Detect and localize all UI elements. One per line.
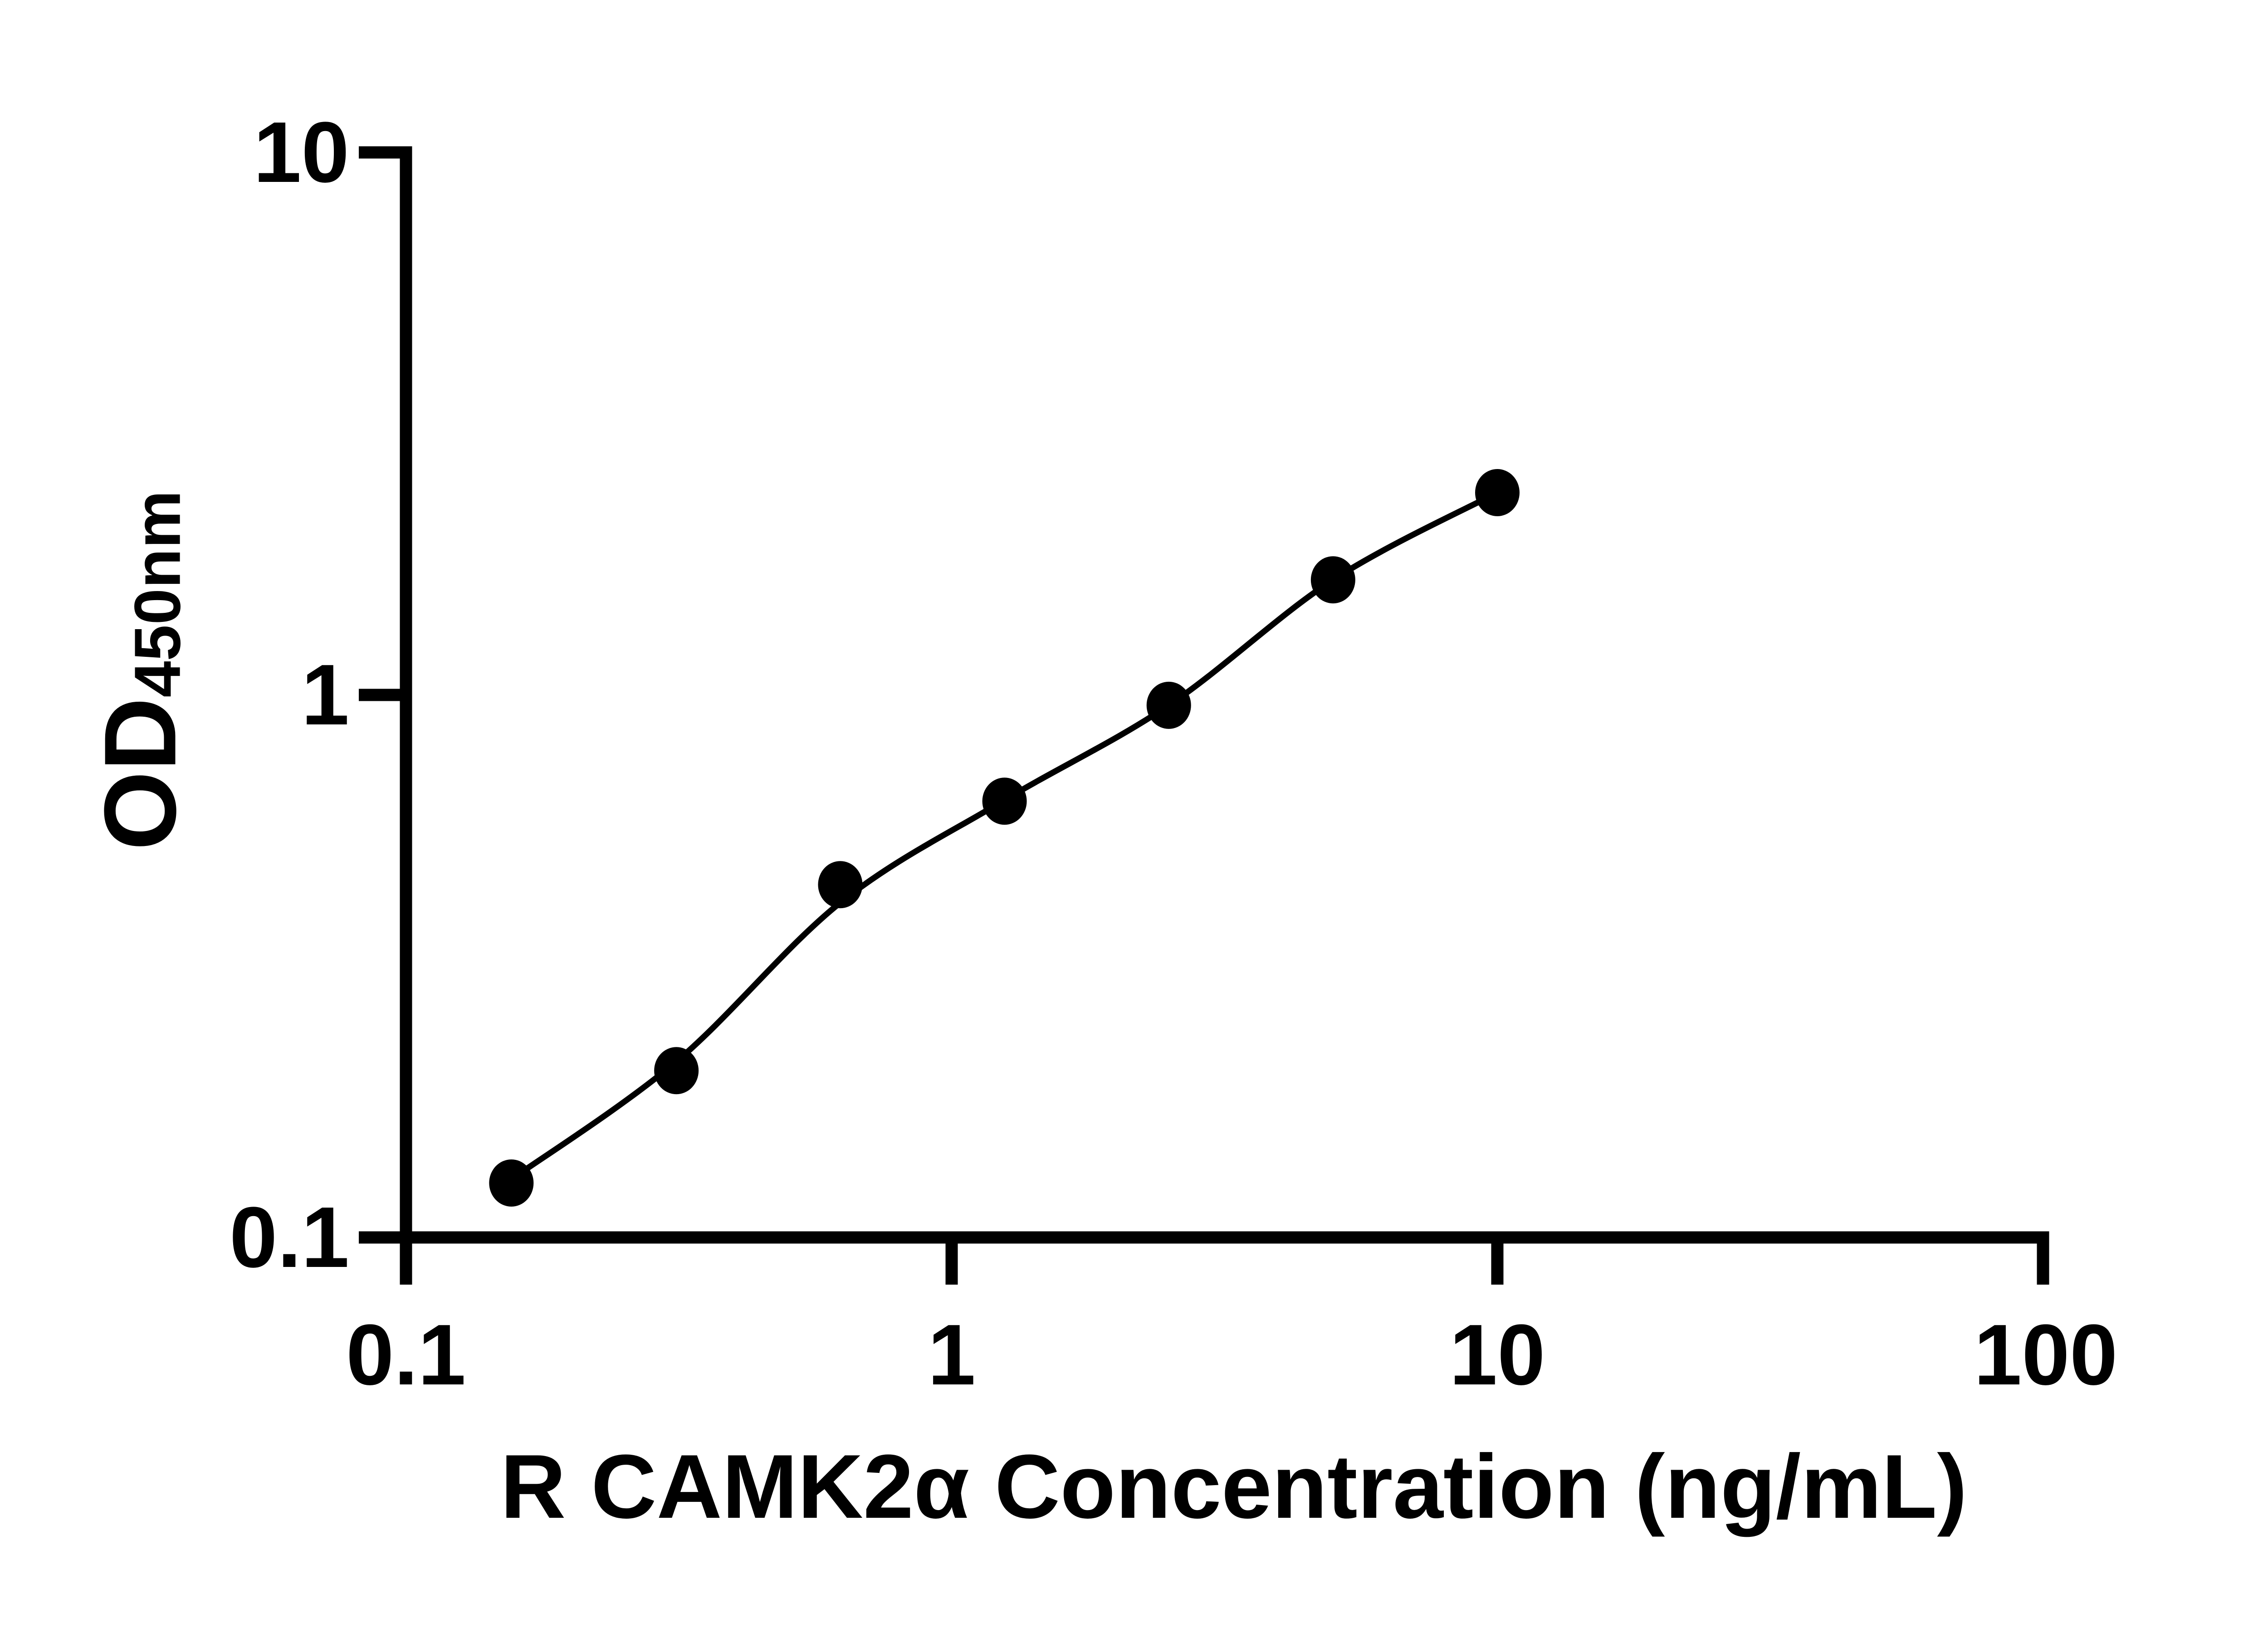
y-tick-label-1: 1: [301, 647, 349, 743]
y-tick-label-10: 10: [253, 104, 349, 200]
data-point-3: [982, 777, 1027, 825]
x-tick-label-10: 10: [1449, 1307, 1545, 1403]
data-point-5: [1310, 556, 1355, 604]
axes: [359, 146, 2049, 1285]
data-point-2: [818, 861, 863, 909]
data-point-1: [654, 1047, 699, 1095]
x-tick-label-100: 100: [1974, 1307, 2118, 1403]
data-point-6: [1475, 469, 1520, 516]
data-point-0: [489, 1159, 534, 1207]
x-axis-title: R CAMK2α Concentration (ng/mL): [500, 1436, 1967, 1537]
x-tick-label-0.1: 0.1: [346, 1307, 466, 1403]
y-axis-title-subscript: 450nm: [121, 490, 194, 698]
x-tick-label-1: 1: [928, 1307, 976, 1403]
data-points-group: [489, 469, 1520, 1207]
y-axis-title: OD450nm: [83, 490, 197, 851]
y-axis-title-main: OD: [83, 697, 197, 851]
data-point-4: [1146, 681, 1191, 729]
y-tick-label-0.1: 0.1: [229, 1189, 349, 1286]
